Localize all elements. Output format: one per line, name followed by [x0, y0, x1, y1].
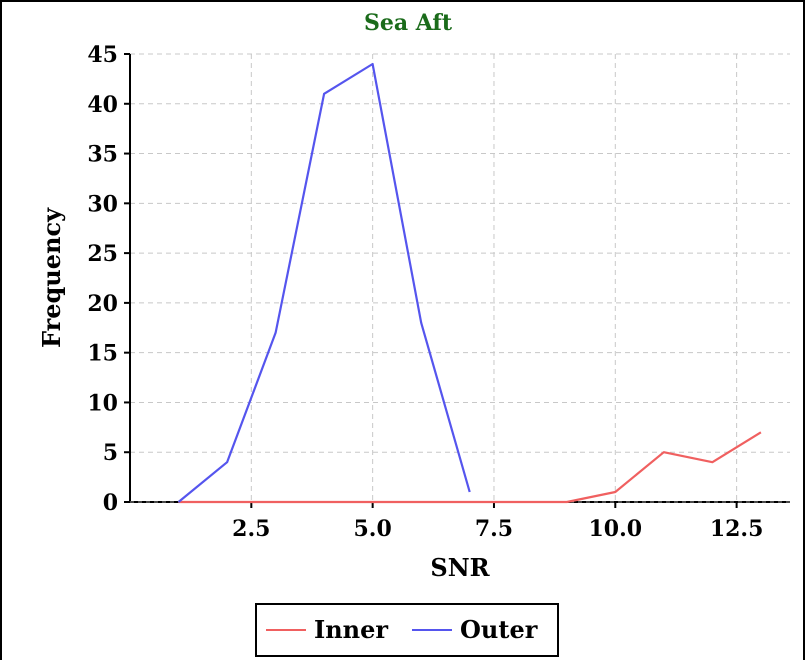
- y-tick-label: 5: [103, 440, 118, 466]
- y-axis-label: Frequency: [37, 207, 66, 348]
- series-layer: [177, 62, 762, 504]
- series-line-outer: [177, 62, 471, 503]
- y-tick-label: 30: [87, 191, 118, 217]
- x-tick-label: 5.0: [354, 516, 392, 542]
- x-tick-label: 10.0: [588, 516, 642, 542]
- y-tick-label: 20: [87, 291, 118, 317]
- legend: Inner Outer: [255, 603, 559, 657]
- legend-label-inner: Inner: [314, 615, 388, 644]
- y-tick-label: 35: [87, 142, 118, 168]
- x-tick-label: 7.5: [475, 516, 513, 542]
- chart-title: Sea Aft: [364, 10, 453, 36]
- y-tick-label: 15: [87, 341, 118, 367]
- grid-lines: [130, 53, 790, 502]
- series-line-inner: [178, 431, 762, 504]
- y-tick-label: 40: [87, 92, 118, 118]
- y-tick-label: 0: [103, 490, 118, 516]
- y-tick-label: 45: [87, 42, 118, 68]
- x-axis-label: SNR: [430, 553, 490, 582]
- legend-box: [255, 603, 559, 657]
- tick-labels: 0 5 10 15 20 25 30 35 40 45 2.5 5.0 7.5 10.0 12.5: [87, 42, 763, 542]
- legend-label-outer: Outer: [460, 615, 538, 644]
- axes: [124, 53, 790, 508]
- y-tick-label: 25: [87, 241, 118, 267]
- y-tick-label: 10: [87, 390, 118, 416]
- x-tick-label: 12.5: [710, 516, 764, 542]
- x-tick-label: 2.5: [232, 516, 270, 542]
